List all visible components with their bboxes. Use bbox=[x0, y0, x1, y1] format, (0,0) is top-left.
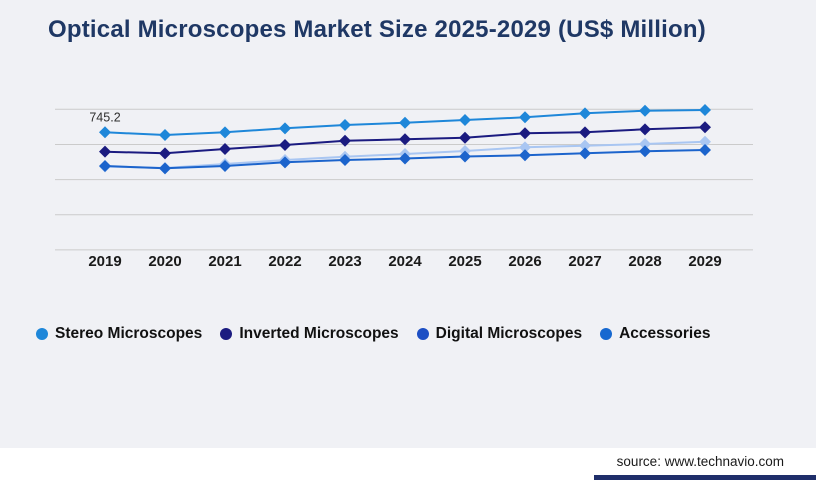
data-point-marker bbox=[459, 114, 471, 127]
legend-label: Inverted Microscopes bbox=[239, 324, 399, 342]
data-point-marker bbox=[459, 150, 471, 163]
x-axis-label: 2023 bbox=[328, 253, 361, 270]
data-label: 745.2 bbox=[89, 110, 120, 124]
data-point-marker bbox=[519, 149, 531, 162]
data-point-marker bbox=[639, 138, 651, 151]
chart-legend: Stereo Microscopes Inverted Microscopes Di… bbox=[36, 322, 716, 345]
data-point-marker bbox=[339, 154, 351, 167]
legend-dot-icon bbox=[36, 327, 48, 340]
data-point-marker bbox=[699, 104, 711, 117]
data-point-marker bbox=[399, 133, 411, 146]
x-axis-label: 2019 bbox=[88, 253, 121, 270]
data-point-marker bbox=[399, 152, 411, 165]
footer: source: www.technavio.com bbox=[0, 448, 816, 480]
legend-dot-icon bbox=[416, 327, 429, 340]
data-point-marker bbox=[279, 122, 291, 135]
data-point-marker bbox=[579, 147, 591, 160]
data-point-marker bbox=[639, 145, 651, 158]
legend-label: Accessories bbox=[619, 324, 711, 342]
data-point-marker bbox=[579, 139, 591, 152]
data-point-marker bbox=[639, 123, 651, 136]
x-axis-label: 2025 bbox=[448, 253, 481, 270]
data-point-marker bbox=[699, 135, 711, 148]
data-point-marker bbox=[639, 104, 651, 117]
chart-title: Optical Microscopes Market Size 2025-202… bbox=[48, 16, 706, 43]
legend-dot-icon bbox=[220, 327, 233, 340]
legend-label: Digital Microscopes bbox=[435, 324, 583, 342]
x-axis-label: 2028 bbox=[628, 253, 661, 270]
x-axis-label: 2022 bbox=[268, 253, 301, 270]
data-point-marker bbox=[339, 134, 351, 147]
legend-item-inverted-microscopes: Inverted Microscopes bbox=[220, 322, 399, 345]
line-chart: 2019 2020 2021 2022 2023 2024 2025 2026 2027 2028… bbox=[55, 104, 753, 270]
x-axis-label: 2029 bbox=[688, 253, 721, 270]
data-point-marker bbox=[219, 142, 231, 155]
data-point-marker bbox=[459, 131, 471, 144]
data-point-marker bbox=[159, 129, 171, 142]
data-point-marker bbox=[579, 107, 591, 120]
legend-dot-icon bbox=[600, 327, 613, 340]
legend-label: Stereo Microscopes bbox=[55, 324, 203, 342]
data-point-marker bbox=[699, 121, 711, 134]
data-point-marker bbox=[519, 111, 531, 124]
data-point-marker bbox=[219, 126, 231, 139]
x-axis-label: 2026 bbox=[508, 253, 541, 270]
x-axis-label: 2020 bbox=[148, 253, 181, 270]
data-point-marker bbox=[339, 119, 351, 132]
x-axis-label: 2024 bbox=[388, 253, 422, 270]
data-point-marker bbox=[99, 145, 111, 158]
data-point-marker bbox=[99, 126, 111, 139]
legend-item-accessories: Accessories bbox=[600, 322, 710, 345]
data-point-marker bbox=[159, 162, 171, 175]
data-point-marker bbox=[279, 139, 291, 152]
data-point-marker bbox=[279, 156, 291, 169]
data-point-marker bbox=[699, 144, 711, 157]
x-axis-label: 2021 bbox=[208, 253, 241, 270]
data-point-marker bbox=[99, 160, 111, 173]
footer-brand-bar bbox=[594, 475, 816, 480]
legend-item-stereo-microscopes: Stereo Microscopes bbox=[36, 322, 202, 345]
data-point-marker bbox=[399, 116, 411, 129]
data-point-marker bbox=[159, 147, 171, 160]
data-point-marker bbox=[219, 160, 231, 173]
data-point-marker bbox=[579, 126, 591, 139]
x-axis-label: 2027 bbox=[568, 253, 601, 270]
source-text: source: www.technavio.com bbox=[616, 453, 784, 469]
data-point-marker bbox=[519, 127, 531, 140]
legend-item-digital-microscopes: Digital Microscopes bbox=[416, 322, 583, 345]
